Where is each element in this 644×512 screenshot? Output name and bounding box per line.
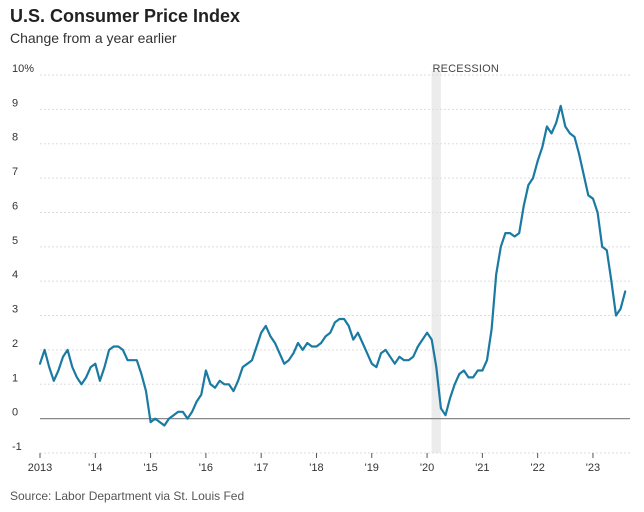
x-tick-label: '21 [475, 462, 489, 474]
recession-band [431, 71, 441, 453]
x-tick-label: '20 [420, 462, 434, 474]
x-tick-label: '19 [365, 462, 379, 474]
grid-layer [39, 74, 630, 458]
x-tick-label: 2013 [28, 462, 52, 474]
cpi-series-line [38, 104, 627, 427]
y-tick-label: 4 [12, 269, 18, 281]
y-tick-label: 2 [12, 338, 18, 350]
y-tick-label: 5 [12, 235, 18, 247]
recession-layer [431, 71, 441, 453]
x-tick-label: '14 [88, 462, 102, 474]
line-layer [38, 104, 627, 427]
y-tick-label: 10% [12, 63, 34, 75]
y-tick-label: -1 [12, 441, 22, 453]
chart-title: U.S. Consumer Price Index [10, 6, 241, 26]
x-tick-label: '15 [143, 462, 157, 474]
x-tick-label: '18 [309, 462, 323, 474]
chart-subtitle: Change from a year earlier [10, 30, 177, 46]
y-tick-label: 8 [12, 132, 18, 144]
y-tick-label: 9 [12, 97, 18, 109]
y-tick-label: 3 [12, 304, 18, 316]
x-tick-label: '22 [530, 462, 544, 474]
y-tick-label: 6 [12, 200, 18, 212]
y-tick-label: 0 [12, 407, 18, 419]
x-tick-label: '17 [254, 462, 268, 474]
x-tick-label: '23 [586, 462, 600, 474]
y-tick-label: 7 [12, 166, 18, 178]
x-tick-label: '16 [199, 462, 213, 474]
label-layer: RECESSION 10% 9 8 7 6 5 4 3 2 1 0 -1 2013 '14 '15 '16 '17… [12, 63, 600, 474]
recession-label: RECESSION [432, 63, 499, 75]
y-tick-label: 1 [12, 372, 18, 384]
source-note: Source: Labor Department via St. Louis F… [10, 489, 245, 503]
